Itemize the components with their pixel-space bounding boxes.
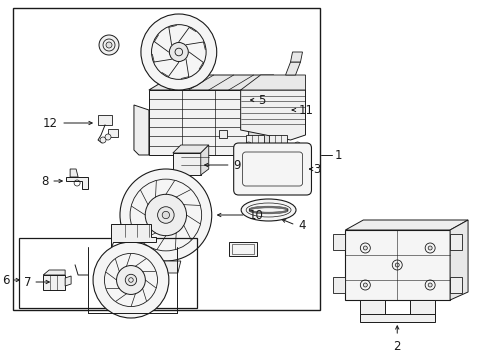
Polygon shape <box>240 75 305 90</box>
Polygon shape <box>134 105 149 155</box>
Polygon shape <box>449 220 467 300</box>
Polygon shape <box>65 276 71 286</box>
Bar <box>231 244 253 254</box>
FancyBboxPatch shape <box>233 143 311 195</box>
Polygon shape <box>345 220 467 230</box>
Circle shape <box>157 207 174 223</box>
Bar <box>218 130 226 138</box>
Polygon shape <box>290 52 302 62</box>
Circle shape <box>427 283 431 287</box>
Bar <box>245 135 263 147</box>
Circle shape <box>141 14 216 90</box>
Polygon shape <box>43 275 65 290</box>
Text: 9: 9 <box>233 158 241 171</box>
Polygon shape <box>70 169 78 177</box>
Bar <box>13 8 320 310</box>
Polygon shape <box>285 62 300 75</box>
Circle shape <box>100 137 106 143</box>
Polygon shape <box>43 270 65 275</box>
Circle shape <box>105 134 111 140</box>
Bar <box>268 135 286 147</box>
Circle shape <box>125 274 136 286</box>
Circle shape <box>116 266 145 294</box>
Polygon shape <box>345 230 449 300</box>
Polygon shape <box>360 300 385 318</box>
Polygon shape <box>201 145 208 175</box>
Circle shape <box>363 283 366 287</box>
Circle shape <box>363 246 366 250</box>
Polygon shape <box>149 75 273 90</box>
Bar <box>108 129 118 137</box>
Circle shape <box>427 246 431 250</box>
Text: 5: 5 <box>258 94 265 107</box>
Text: 10: 10 <box>248 208 263 221</box>
Polygon shape <box>172 145 208 153</box>
Text: 1: 1 <box>334 149 341 162</box>
Polygon shape <box>449 234 461 250</box>
Text: 4: 4 <box>298 219 305 231</box>
Polygon shape <box>449 277 461 293</box>
Text: 8: 8 <box>41 175 48 188</box>
Circle shape <box>93 242 168 318</box>
Ellipse shape <box>241 199 295 221</box>
Circle shape <box>99 35 119 55</box>
Text: 6: 6 <box>2 274 9 287</box>
Polygon shape <box>333 234 345 250</box>
Polygon shape <box>151 261 181 273</box>
Circle shape <box>394 263 398 267</box>
Bar <box>228 242 256 256</box>
Bar <box>98 115 112 125</box>
Text: 2: 2 <box>393 340 400 353</box>
Circle shape <box>106 42 112 48</box>
Text: 7: 7 <box>24 275 31 288</box>
Bar <box>19 238 196 308</box>
Polygon shape <box>409 300 434 318</box>
Circle shape <box>162 211 169 219</box>
Polygon shape <box>248 75 273 155</box>
Text: 3: 3 <box>313 162 320 176</box>
Polygon shape <box>333 277 345 293</box>
Polygon shape <box>66 177 88 189</box>
Polygon shape <box>172 153 201 175</box>
Text: 12: 12 <box>43 117 58 130</box>
Circle shape <box>120 169 211 261</box>
Polygon shape <box>360 314 434 322</box>
Polygon shape <box>240 90 305 140</box>
Polygon shape <box>111 224 156 247</box>
Circle shape <box>169 42 188 62</box>
Text: 11: 11 <box>298 104 313 117</box>
Circle shape <box>145 194 186 236</box>
Polygon shape <box>149 90 248 155</box>
